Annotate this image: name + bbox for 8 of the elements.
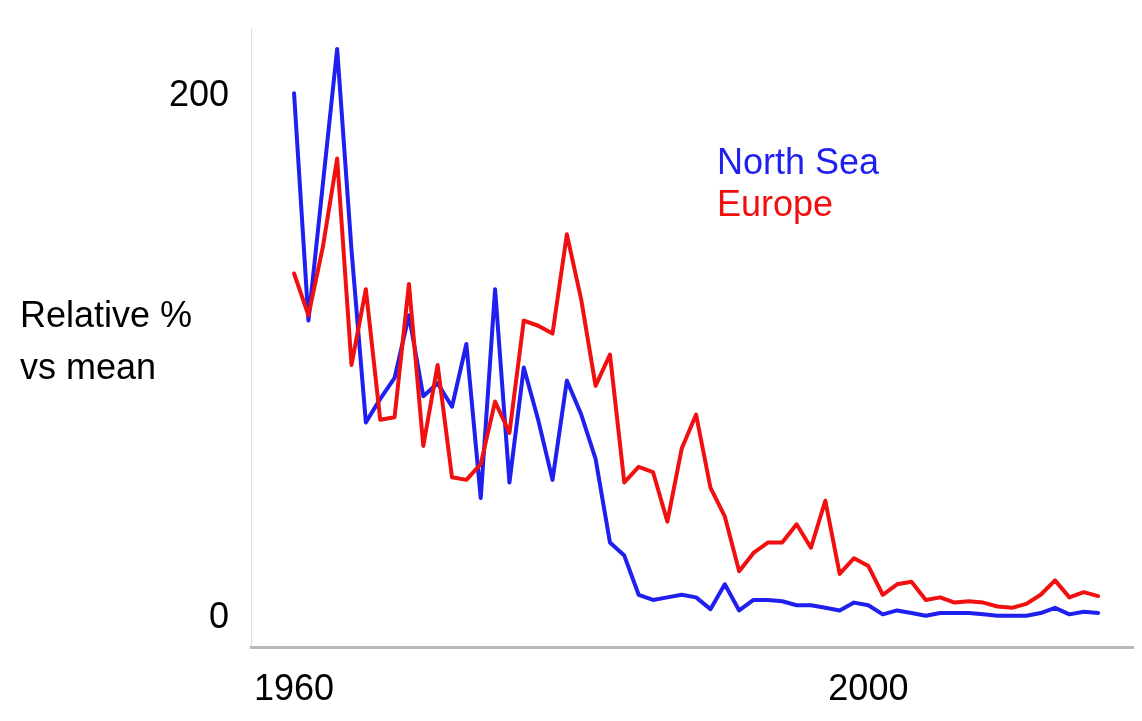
x-tick-label: 1960	[254, 666, 335, 708]
line-series	[292, 46, 1101, 618]
y-tick-label: 200	[168, 72, 229, 114]
y-tick-label: 0	[208, 595, 229, 637]
text: Europe	[716, 182, 834, 224]
text: North Sea	[716, 140, 880, 182]
x-tick-label: 2000	[828, 666, 909, 708]
y-axis-title: Relative % vs mean	[20, 293, 193, 387]
